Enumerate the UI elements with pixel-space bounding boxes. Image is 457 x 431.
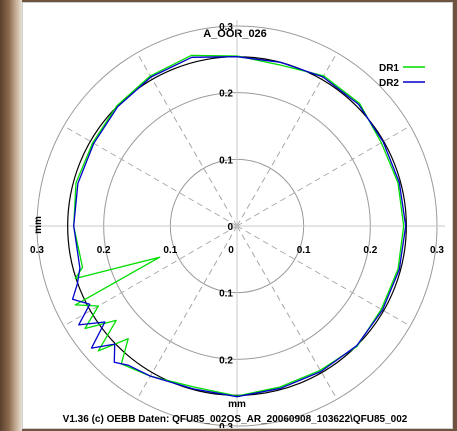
series-line-dr2 <box>71 56 407 398</box>
y-tick-label-0: 0.3 <box>219 22 233 33</box>
x-tick-label-1: 0.2 <box>97 245 111 256</box>
y-tick-label-4: 0.1 <box>219 289 233 300</box>
tick-labels: 0.3 0.2 0.1 0 0.1 0.2 0.3 0.3 0.2 0.1 0 0.1 0.2 0.3 <box>30 22 444 428</box>
legend-label-dr1: DR1 <box>379 63 399 74</box>
y-tick-label-3: 0 <box>227 222 233 233</box>
x-tick-label-0: 0.3 <box>30 245 44 256</box>
footer-text: V1.36 (c) OEBB Daten: QFU85_002OS_AR_200… <box>63 414 408 425</box>
y-tick-label-2: 0.1 <box>219 155 233 166</box>
grid-spoke-11 <box>236 225 411 327</box>
polar-grid <box>29 20 445 428</box>
series-line-dr1 <box>73 54 405 397</box>
x-tick-label-2: 0.1 <box>163 245 177 256</box>
x-tick-label-6: 0.3 <box>430 245 444 256</box>
x-axis-unit: mm <box>228 399 246 410</box>
grid-spoke-5 <box>63 125 238 227</box>
legend-label-dr2: DR2 <box>379 78 399 89</box>
grid-spoke-10 <box>236 225 338 400</box>
y-tick-label-6: 0.3 <box>219 422 233 428</box>
chart-title: A_OOR_026 <box>203 28 267 40</box>
x-tick-label-5: 0.2 <box>363 245 377 256</box>
polar-chart: A_OOR_026 0.3 0.2 0.1 0 0.1 0.2 0.30.30.20.100… <box>29 20 445 428</box>
grid-spoke-4 <box>136 52 238 227</box>
x-tick-label-4: 0.1 <box>297 245 311 256</box>
background-photo-edge <box>0 0 22 431</box>
y-tick-label-5: 0.2 <box>219 355 233 366</box>
y-axis-unit: mm <box>33 216 44 234</box>
grid-spoke-1 <box>236 125 411 227</box>
grid-spoke-8 <box>136 225 238 400</box>
grid-spoke-7 <box>63 225 238 327</box>
x-tick-label-3: 0 <box>228 245 234 256</box>
grid-spoke-2 <box>236 52 338 227</box>
polar-chart-panel: A_OOR_026 0.3 0.2 0.1 0 0.1 0.2 0.3 0.3 0.2 0.1 0 0… <box>22 2 453 429</box>
y-tick-label-1: 0.2 <box>219 89 233 100</box>
series-layer <box>71 54 407 398</box>
